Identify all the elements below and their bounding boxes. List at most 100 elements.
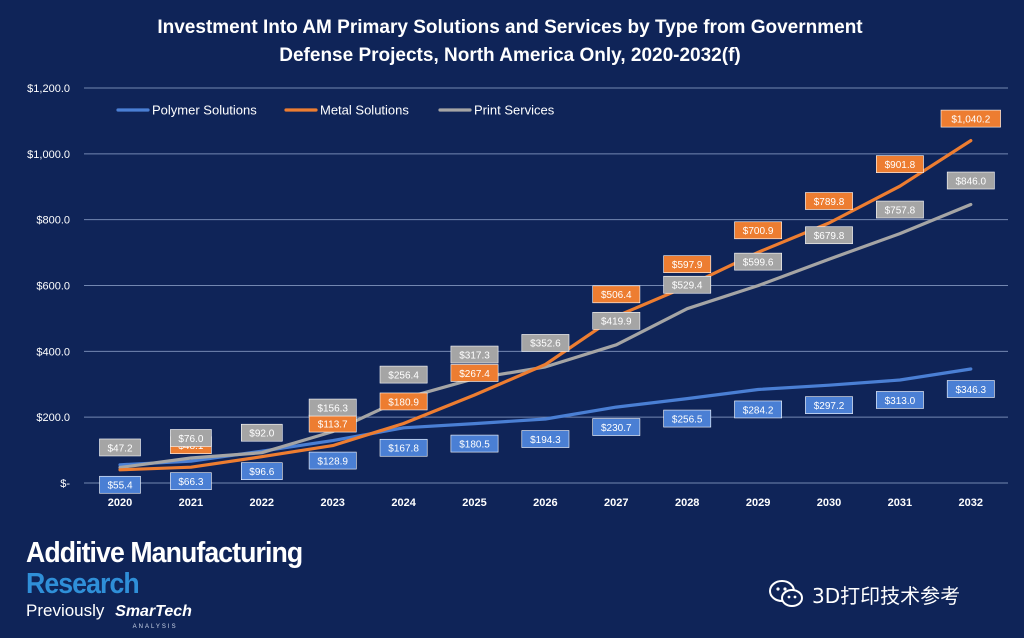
y-axis-tick-labels: $- $200.0 $400.0 $600.0 $800.0 $1,000.0 $1,200… [27,83,70,490]
data-label-box [663,409,712,428]
polymer-data-label: $284.2 [734,400,783,419]
x-tick-label: 2027 [604,497,628,509]
polymer-data-label: $297.2 [805,396,853,414]
metal-data-label: $700.9 [734,221,783,240]
data-label-box [379,438,428,457]
data-label-box [592,418,641,436]
data-label-text: $194.3 [530,435,561,446]
data-label-box [805,226,853,245]
data-label-text: $419.9 [601,317,632,328]
metal-data-label: $597.9 [663,255,712,273]
polymer-data-label: $128.9 [308,451,357,470]
amr-logo: Additive Manufacturing Research Previous… [26,537,346,633]
print-data-label: $529.4 [663,275,712,294]
data-label-box [805,396,853,414]
data-label-text: $180.5 [459,439,490,450]
data-label-box [592,311,641,330]
data-label-box [450,345,499,364]
data-label-text: $757.8 [885,205,916,216]
data-label-text: $529.4 [672,281,703,292]
print-data-label: $156.3 [308,398,357,417]
data-label-box [875,200,924,219]
print-data-label: $757.8 [875,200,924,219]
polymer-data-label: $230.7 [592,418,641,436]
x-tick-label: 2022 [250,497,274,509]
data-label-text: $846.0 [956,176,987,187]
print-data-label: $352.6 [521,334,570,352]
data-label-text: $789.8 [814,197,845,208]
polymer-data-label: $256.5 [663,409,712,428]
y-tick-label: $1,200.0 [27,83,70,95]
data-label-text: $599.6 [743,257,774,268]
data-label-box [805,192,853,210]
y-tick-label: $200.0 [36,412,70,424]
data-label-text: $901.8 [885,160,916,171]
wechat-icon [769,580,803,607]
x-tick-label: 2023 [320,497,344,509]
y-tick-label: $400.0 [36,346,70,358]
data-label-box [875,391,924,409]
y-tick-label: $- [60,478,70,490]
metal-data-label: $506.4 [592,285,641,304]
data-label-box [521,334,570,352]
data-label-text: $346.3 [956,385,987,396]
logo-smartech: SmarTech [115,603,192,620]
watermark-text: 3D打印技术参考 [812,583,961,608]
data-label-text: $167.8 [388,444,419,455]
data-label-text: $96.6 [249,467,274,478]
logo-line-additive-manufacturing: Additive Manufacturing [26,537,303,569]
data-label-text: $352.6 [530,339,561,350]
legend-label: Metal Solutions [320,103,409,118]
data-label-box [946,380,995,398]
print-data-label: $92.0 [241,423,283,442]
data-label-text: $297.2 [814,401,845,412]
legend: Polymer Solutions Metal Solutions Print Se… [116,103,555,118]
legend-label: Print Services [474,103,555,118]
polymer-data-label: $167.8 [379,438,428,457]
metal-data-label: $113.7 [308,414,357,433]
polymer-data-label: $55.4 [99,475,141,494]
data-label-text: $113.7 [318,419,348,430]
metal-data-label: $267.4 [450,364,499,382]
data-label-box [592,285,641,304]
print-data-label: $679.8 [805,226,853,245]
chart-title-line-2: Defense Projects, North America Only, 20… [279,45,741,66]
polymer-data-label: $194.3 [521,430,570,448]
data-label-box [308,398,357,417]
x-tick-label: 2021 [179,497,203,509]
logo-previously: Previously [26,601,105,620]
data-label-text: $597.9 [672,260,703,271]
data-label-text: $317.3 [459,350,490,361]
polymer-data-label: $66.3 [170,472,212,490]
data-label-text: $156.3 [317,403,348,414]
data-label-text: $128.9 [317,456,348,467]
data-label-box [734,400,783,419]
data-label-box [875,155,924,173]
data-label-box [663,255,712,273]
data-label-box [170,472,212,490]
data-label-box [170,429,212,447]
data-label-text: $76.0 [178,434,203,445]
data-label-box [379,392,428,411]
data-label-text: $506.4 [601,290,632,301]
print-data-label: $76.0 [170,429,212,447]
data-label-box [450,364,499,382]
data-label-text: $55.4 [107,481,132,492]
data-label-box [308,451,357,470]
series-line [118,202,973,470]
x-tick-label: 2028 [675,497,699,509]
polymer-data-label: $180.5 [450,434,499,453]
logo-line-research: Research [26,568,140,600]
data-label-text: $284.2 [743,405,774,416]
chart-title: Investment Into AM Primary Solutions and… [80,14,940,70]
y-tick-label: $600.0 [36,281,70,293]
x-tick-label: 2024 [391,497,416,509]
print-data-label: $47.2 [99,438,141,457]
data-label-box [663,275,712,294]
data-label-text: $47.2 [107,443,132,454]
data-label-box [99,438,141,457]
data-label-text: $1,040.2 [951,114,990,125]
data-label-box [734,252,783,271]
y-tick-label: $800.0 [36,215,70,227]
